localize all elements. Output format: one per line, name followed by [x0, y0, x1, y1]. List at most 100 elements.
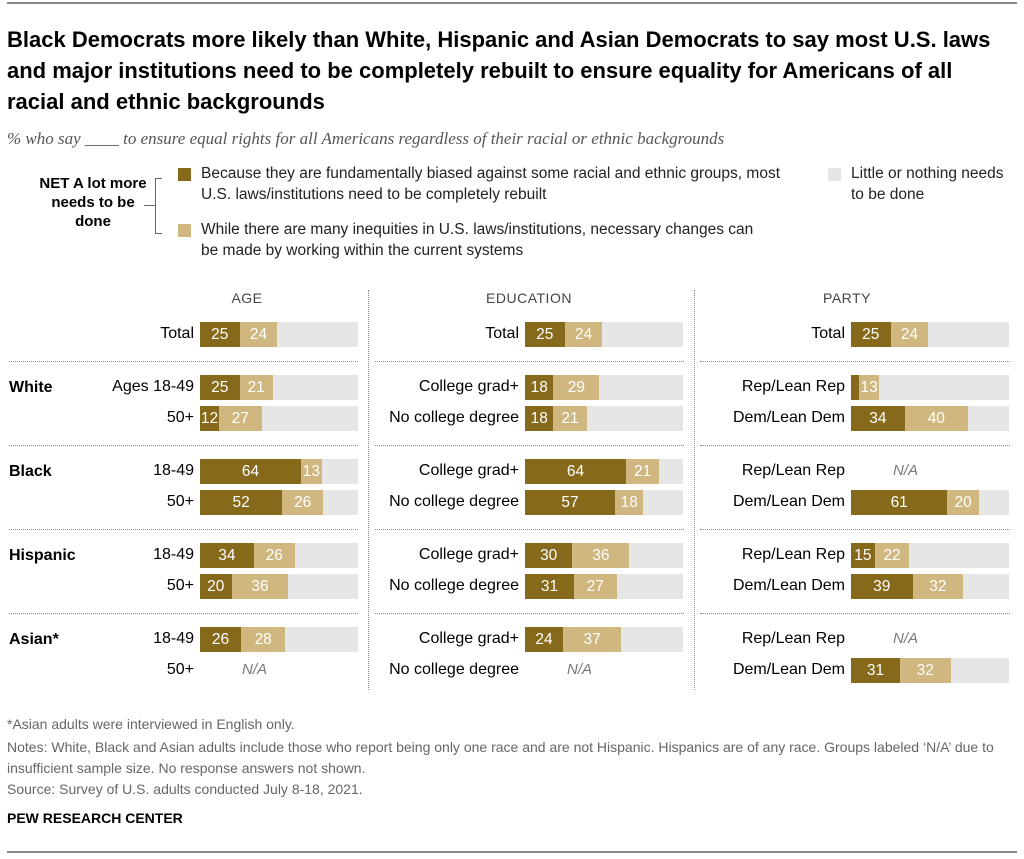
panel-divider-2 [694, 290, 695, 690]
bar-within: 13 [858, 375, 880, 400]
bar-rebuilt: 25 [200, 322, 240, 347]
bar-rebuilt: 64 [200, 459, 302, 484]
chart-title: Black Democrats more likely than White, … [7, 27, 991, 114]
row-separator [375, 361, 684, 362]
panel-header: AGE [231, 290, 263, 306]
group-label: Black [9, 463, 52, 480]
footnote-asian: *Asian adults were interviewed in Englis… [7, 716, 295, 732]
group-label: Asian* [9, 631, 59, 648]
bar-within: 24 [239, 322, 278, 347]
row-label: 50+ [166, 409, 194, 426]
bar-rebuilt: 18 [525, 406, 554, 431]
bar-rebuilt: 25 [200, 375, 240, 400]
row-label: 18-49 [153, 462, 194, 479]
row-label: Total [160, 325, 194, 342]
bar-within: 24 [890, 322, 929, 347]
bar-rebuilt: 61 [851, 490, 948, 515]
row-label: 18-49 [153, 630, 194, 647]
row-label: Rep/Lean Rep [741, 630, 845, 647]
legend-item-within: While there are many inequities in U.S. … [201, 221, 754, 259]
bar-rebuilt: 64 [525, 459, 627, 484]
bar-rebuilt: 25 [525, 322, 565, 347]
panel-header: PARTY [823, 290, 871, 306]
bar-rebuilt: 31 [851, 658, 900, 683]
row-label: Dem/Lean Dem [732, 493, 845, 510]
row-separator [700, 613, 1010, 614]
row-separator [700, 361, 1010, 362]
na-label: N/A [893, 462, 919, 479]
row-label: 50+ [166, 493, 194, 510]
bar-rebuilt: 39 [851, 574, 913, 599]
row-separator [9, 613, 358, 614]
bar-within: 29 [553, 375, 600, 400]
bar-within: 32 [912, 574, 964, 599]
bar-rebuilt: 52 [200, 490, 283, 515]
bar-within: 26 [282, 490, 324, 515]
row-label: Rep/Lean Rep [741, 546, 845, 563]
na-label: N/A [242, 661, 268, 678]
bar-rebuilt: 34 [851, 406, 905, 431]
row-label: Total [811, 325, 845, 342]
legend-swatch-little [828, 168, 841, 181]
chart-subtitle: % who say ____ to ensure equal rights fo… [7, 129, 725, 148]
bar-rebuilt: 30 [525, 543, 573, 568]
legend-item-little: Little or nothing needs to be done [851, 165, 1004, 203]
bottom-rule [7, 851, 1017, 853]
row-separator [375, 529, 684, 530]
legend-brace [155, 178, 162, 234]
row-separator [9, 445, 358, 446]
row-label: College grad+ [418, 546, 519, 563]
row-label: No college degree [389, 493, 519, 510]
row-label: Rep/Lean Rep [741, 462, 845, 479]
row-label: 50+ [166, 577, 194, 594]
na-label: N/A [893, 630, 919, 647]
panel-header: EDUCATION [486, 290, 572, 306]
row-label: Dem/Lean Dem [732, 577, 845, 594]
legend-net-label: NET A lot more needs to be done [39, 175, 147, 230]
bar-within: 21 [553, 406, 587, 431]
bar-within: 24 [564, 322, 603, 347]
row-label: Ages 18-49 [112, 378, 194, 395]
bar-within: 40 [904, 406, 968, 431]
bar-within: 28 [241, 627, 286, 652]
bar-rebuilt: 12 [200, 406, 219, 431]
group-label: White [9, 379, 53, 396]
bar-within: 27 [573, 574, 617, 599]
row-label: No college degree [389, 409, 519, 426]
row-label: Rep/Lean Rep [741, 378, 845, 395]
row-separator [700, 445, 1010, 446]
row-label: No college degree [389, 661, 519, 678]
footnote-notes: Notes: White, Black and Asian adults inc… [7, 739, 994, 776]
bar-rebuilt: 25 [851, 322, 891, 347]
bar-within: 37 [562, 627, 622, 652]
row-label: 18-49 [153, 546, 194, 563]
bar-within: 20 [947, 490, 979, 515]
na-label: N/A [567, 661, 593, 678]
bar-rebuilt [851, 375, 859, 400]
row-separator [9, 529, 358, 530]
bar-rebuilt: 26 [200, 627, 242, 652]
bar-within: 21 [239, 375, 273, 400]
row-label: College grad+ [418, 630, 519, 647]
row-label: College grad+ [418, 462, 519, 479]
bar-within: 18 [615, 490, 644, 515]
top-rule [7, 2, 1017, 4]
bar-rebuilt: 31 [525, 574, 574, 599]
bar-within: 21 [626, 459, 660, 484]
bar-rebuilt: 18 [525, 375, 554, 400]
bar-within: 32 [899, 658, 951, 683]
bar-within: 36 [572, 543, 630, 568]
bar-within: 26 [253, 543, 295, 568]
legend-item-rebuilt: Because they are fundamentally biased ag… [201, 165, 781, 203]
row-label: College grad+ [418, 378, 519, 395]
row-label: Dem/Lean Dem [732, 661, 845, 678]
bar-within: 13 [301, 459, 322, 484]
bar-within: 27 [218, 406, 262, 431]
row-label: Dem/Lean Dem [732, 409, 845, 426]
row-separator [375, 613, 684, 614]
bar-rebuilt: 24 [525, 627, 563, 652]
row-separator [375, 445, 684, 446]
group-label: Hispanic [9, 547, 76, 564]
row-label: 50+ [166, 661, 194, 678]
legend-brace-tick [144, 205, 155, 206]
